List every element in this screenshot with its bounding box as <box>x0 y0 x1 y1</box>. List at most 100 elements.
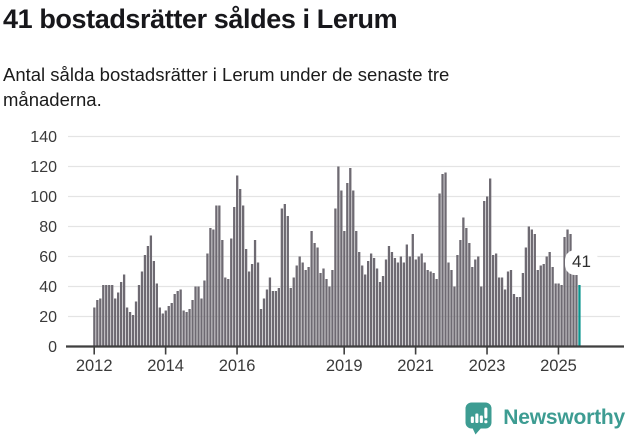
bar <box>429 271 432 347</box>
x-tick-label: 2019 <box>326 357 363 375</box>
bar <box>319 273 322 347</box>
bar <box>239 189 242 347</box>
bar <box>506 271 510 347</box>
bar <box>387 246 391 347</box>
last-value-label: 41 <box>566 251 597 274</box>
y-tick-label: 0 <box>48 339 57 356</box>
bar <box>524 247 528 347</box>
bar <box>411 234 414 347</box>
y-tick-label: 100 <box>30 189 57 206</box>
x-tick-label: 2014 <box>147 357 184 375</box>
bar <box>233 207 236 347</box>
bar <box>438 193 441 347</box>
bar <box>563 237 566 347</box>
bar <box>277 288 281 347</box>
bar <box>483 201 486 347</box>
bar <box>206 253 209 347</box>
bar <box>426 270 429 347</box>
bar <box>114 298 117 347</box>
bar <box>224 277 227 347</box>
bar <box>346 183 349 347</box>
bar <box>512 294 516 347</box>
bar <box>518 297 522 347</box>
bar <box>289 288 292 347</box>
bar <box>105 285 108 347</box>
bar <box>96 300 99 347</box>
bar <box>155 283 158 347</box>
bar <box>280 208 283 347</box>
bar <box>236 175 239 347</box>
bar <box>215 205 218 347</box>
bar <box>227 279 230 347</box>
bar <box>390 252 394 347</box>
bar <box>554 283 557 347</box>
bar <box>322 268 325 347</box>
bar <box>310 231 313 347</box>
bar <box>218 205 221 347</box>
x-tick-label: 2016 <box>219 357 256 375</box>
bar <box>378 282 382 347</box>
bar <box>152 261 156 347</box>
bar <box>557 283 560 347</box>
bar <box>298 256 301 347</box>
bar <box>212 229 215 347</box>
bar <box>500 277 504 347</box>
bar <box>462 217 465 347</box>
bar <box>456 255 459 347</box>
bar <box>477 256 480 347</box>
bar <box>432 273 435 347</box>
bar <box>200 298 203 347</box>
bar <box>551 267 554 347</box>
bar <box>158 307 161 347</box>
bar <box>465 228 468 347</box>
bar <box>515 297 519 347</box>
bar <box>111 285 114 347</box>
bar <box>521 273 525 347</box>
bar <box>352 190 355 347</box>
newsworthy-logo: Newsworthy <box>464 401 625 435</box>
bar <box>486 196 489 347</box>
bar <box>209 228 212 347</box>
bar <box>420 253 423 347</box>
bar <box>170 303 173 347</box>
bar <box>480 286 483 347</box>
bar <box>509 270 513 347</box>
y-tick-label: 20 <box>39 309 57 326</box>
bar <box>230 238 233 347</box>
bar <box>566 229 569 347</box>
bar <box>530 229 533 347</box>
bar <box>271 291 275 347</box>
bar <box>468 243 471 347</box>
y-tick-label: 40 <box>39 279 57 296</box>
bar <box>93 307 96 347</box>
bar <box>417 256 420 347</box>
y-tick-label: 140 <box>30 129 57 146</box>
bar <box>99 298 102 347</box>
bar <box>441 174 444 347</box>
bar <box>137 285 141 347</box>
bar <box>572 264 575 347</box>
x-tick-label: 2023 <box>469 357 506 375</box>
bar <box>128 312 132 347</box>
bar <box>292 277 295 347</box>
bar <box>325 279 328 347</box>
bar <box>256 262 260 347</box>
bar <box>343 231 346 347</box>
bar <box>242 205 245 347</box>
bar <box>361 265 364 347</box>
bar <box>286 216 289 347</box>
bar <box>494 253 498 347</box>
bar <box>459 240 462 347</box>
bar <box>247 271 251 347</box>
bar <box>140 271 144 347</box>
bar <box>262 298 266 347</box>
bar <box>533 234 536 347</box>
bar <box>393 258 397 347</box>
bar <box>167 306 170 347</box>
bar <box>503 289 507 347</box>
bar <box>384 259 388 347</box>
bar <box>185 312 188 347</box>
bar <box>244 249 248 347</box>
